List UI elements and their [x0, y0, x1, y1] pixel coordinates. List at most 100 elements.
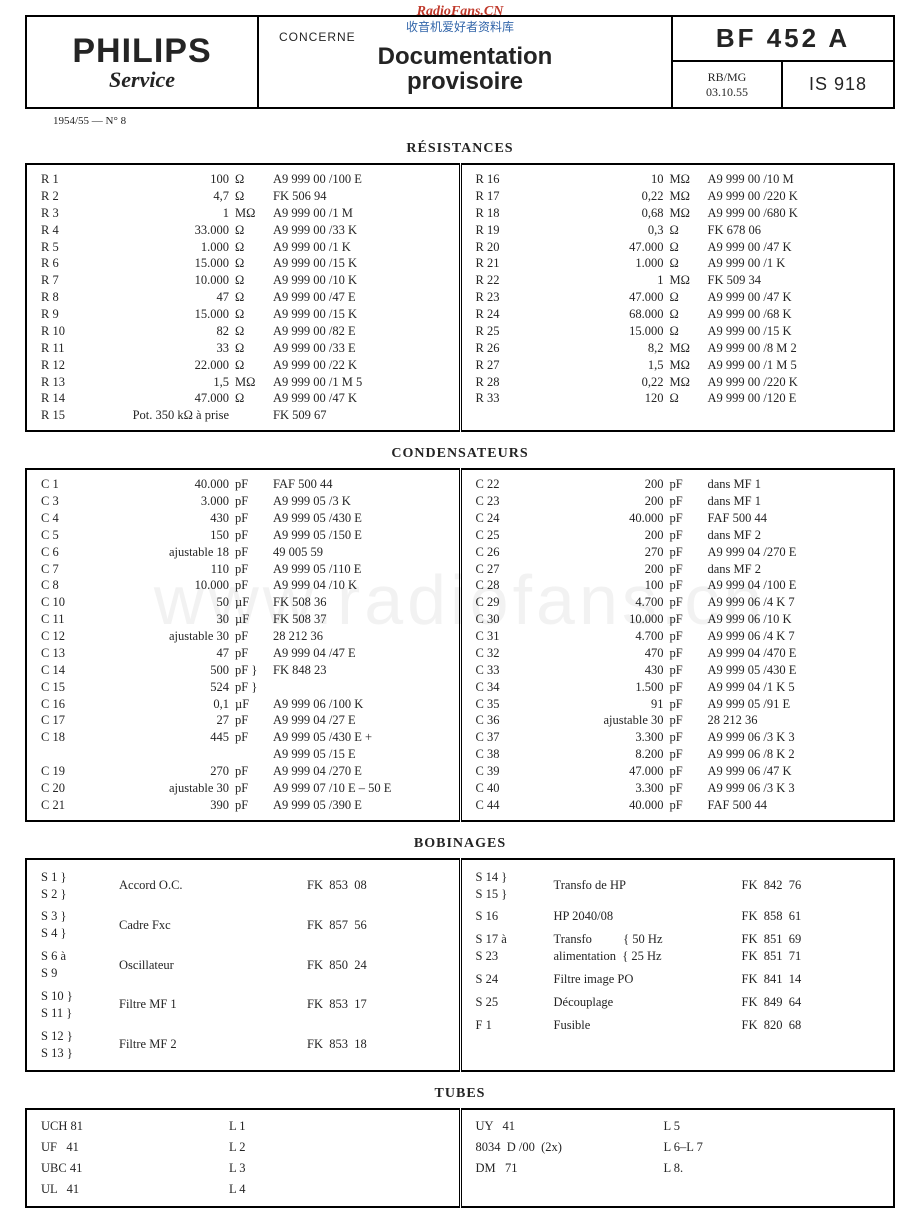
- table-row: R 170,22MΩA9 999 00 /220 K: [472, 188, 884, 205]
- table-row: R 847ΩA9 999 00 /47 E: [37, 289, 449, 306]
- unit: pF: [666, 645, 704, 662]
- unit: Ω: [231, 306, 269, 323]
- table-row: C 2440.000pFFAF 500 44: [472, 510, 884, 527]
- unit: pF: [231, 577, 269, 594]
- unit: pF: [666, 594, 704, 611]
- table-row: C 4440.000pFFAF 500 44: [472, 797, 884, 814]
- unit: pF: [231, 712, 269, 729]
- part-number: 49 005 59: [269, 544, 449, 561]
- part-number: FK 506 94: [269, 188, 449, 205]
- value: 47.000: [530, 289, 666, 306]
- table-row: UY 41L 5: [472, 1116, 884, 1137]
- ref: C 1: [37, 476, 95, 493]
- table-row: 8034 D /00 (2x)L 6–L 7: [472, 1137, 884, 1158]
- table-row: C 341.500pFA9 999 04 /1 K 5: [472, 679, 884, 696]
- value: 4.700: [530, 628, 666, 645]
- part-number: FK 851 69 FK 851 71: [738, 928, 884, 968]
- unit: µF: [231, 696, 269, 713]
- part-number: A9 999 00 /47 K: [269, 390, 449, 407]
- ref: C 8: [37, 577, 95, 594]
- value: 0,68: [530, 205, 666, 222]
- value: 524: [95, 679, 231, 696]
- table-row: R 271,5MΩA9 999 00 /1 M 5: [472, 357, 884, 374]
- unit: pF: [666, 662, 704, 679]
- ref: C 6: [37, 544, 95, 561]
- part-number: A9 999 04 /470 E: [704, 645, 884, 662]
- table-row: R 1082ΩA9 999 00 /82 E: [37, 323, 449, 340]
- value: 100: [530, 577, 666, 594]
- table-row: C 33.000pFA9 999 05 /3 K: [37, 493, 449, 510]
- value: 47.000: [95, 390, 231, 407]
- value: 390: [95, 797, 231, 814]
- part-number: FK 509 67: [269, 407, 449, 424]
- table-row: R 24,7ΩFK 506 94: [37, 188, 449, 205]
- unit: pF: [231, 476, 269, 493]
- ref: C 4: [37, 510, 95, 527]
- part-number: A9 999 05 /430 E: [269, 510, 449, 527]
- table-row: A9 999 05 /15 E: [37, 746, 449, 763]
- part-number: A9 999 05 /3 K: [269, 493, 449, 510]
- value: 430: [95, 510, 231, 527]
- unit: pF: [666, 746, 704, 763]
- part-number: A9 999 07 /10 E – 50 E: [269, 780, 449, 797]
- desc: Filtre image PO: [550, 968, 738, 991]
- ref: C 27: [472, 561, 530, 578]
- value: 200: [530, 561, 666, 578]
- part-number: A9 999 00 /220 K: [704, 188, 884, 205]
- table-row: C 18445pFA9 999 05 /430 E +: [37, 729, 449, 746]
- part-number: FK 848 23: [269, 662, 449, 679]
- table-row: R 221MΩFK 509 34: [472, 272, 884, 289]
- value: 33: [95, 340, 231, 357]
- table-row: R 268,2MΩA9 999 00 /8 M 2: [472, 340, 884, 357]
- table-row: S 25DécouplageFK 849 64: [472, 991, 884, 1014]
- desc: Filtre MF 2: [115, 1025, 303, 1065]
- table-row: S 24Filtre image POFK 841 14: [472, 968, 884, 991]
- table-row: C 140.000pFFAF 500 44: [37, 476, 449, 493]
- unit: pF: [231, 493, 269, 510]
- value: 1,5: [95, 374, 231, 391]
- unit: pF: [666, 679, 704, 696]
- value: 110: [95, 561, 231, 578]
- value: 3.300: [530, 729, 666, 746]
- ref: C 30: [472, 611, 530, 628]
- table-row: R 33120ΩA9 999 00 /120 E: [472, 390, 884, 407]
- value: 3.000: [95, 493, 231, 510]
- part-number: dans MF 1: [704, 476, 884, 493]
- value: 1: [530, 272, 666, 289]
- unit: pF: [231, 763, 269, 780]
- ref: R 22: [472, 272, 530, 289]
- value: 270: [530, 544, 666, 561]
- value: 10.000: [95, 577, 231, 594]
- unit: Ω: [231, 340, 269, 357]
- part-number: A9 999 00 /1 K: [269, 239, 449, 256]
- value: 0,22: [530, 188, 666, 205]
- unit: µF: [231, 594, 269, 611]
- ref: C 17: [37, 712, 95, 729]
- ref: C 34: [472, 679, 530, 696]
- unit: pF: [231, 645, 269, 662]
- tube-ref: DM 71: [472, 1158, 660, 1179]
- value: 47.000: [530, 239, 666, 256]
- part-number: FK 508 36: [269, 594, 449, 611]
- value: 27: [95, 712, 231, 729]
- ref: R 16: [472, 171, 530, 188]
- tube-ref: 8034 D /00 (2x): [472, 1137, 660, 1158]
- rb-date: 03.10.55: [706, 85, 748, 100]
- part-number: FK 853 17: [303, 985, 449, 1025]
- table-row: R 1610MΩA9 999 00 /10 M: [472, 171, 884, 188]
- table-row: R 131,5MΩA9 999 00 /1 M 5: [37, 374, 449, 391]
- table-row: R 31MΩA9 999 00 /1 M: [37, 205, 449, 222]
- part-number: FK 820 68: [738, 1014, 884, 1037]
- model-cell: BF 452 A RB/MG 03.10.55 IS 918: [671, 17, 893, 107]
- issue-line: 1954/55 — N° 8: [53, 115, 895, 127]
- value: 40.000: [530, 510, 666, 527]
- part-number: 28 212 36: [269, 628, 449, 645]
- title-cell: CONCERNE Documentation provisoire: [259, 17, 671, 107]
- unit: Ω: [231, 171, 269, 188]
- value: 47: [95, 645, 231, 662]
- condensateurs-table: C 140.000pFFAF 500 44C 33.000pFA9 999 05…: [25, 468, 895, 822]
- ref: S 25: [472, 991, 550, 1014]
- value: 500: [95, 662, 231, 679]
- part-number: A9 999 00 /1 M 5: [704, 357, 884, 374]
- ref: R 3: [37, 205, 95, 222]
